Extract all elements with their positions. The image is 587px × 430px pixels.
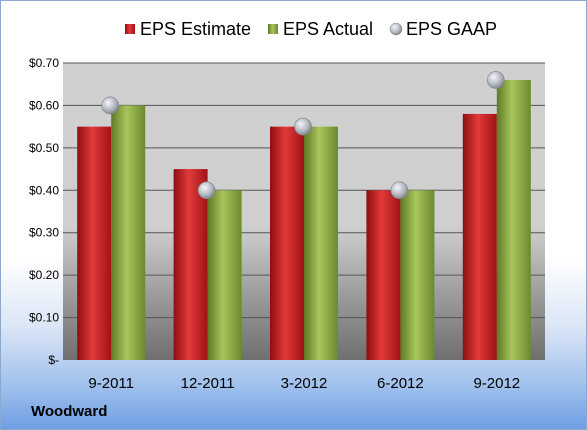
y-axis: $- $0.10 $0.20 $0.30 $0.40 $0.50 $0.60 $0.70 [29,56,59,367]
y-tick-label: $0.30 [29,226,59,240]
bar-eps-estimate [366,190,401,360]
legend-gaap-label: EPS GAAP [406,19,497,39]
marker-eps-gaap [390,181,409,200]
y-tick-label: $0.60 [29,98,59,112]
legend-actual-swatch [268,24,278,34]
legend-gaap-swatch [389,22,403,36]
y-tick-label: $0.50 [29,141,59,155]
x-tick-label: 9-2011 [88,375,134,392]
x-tick-label: 9-2012 [473,375,520,392]
bar-eps-estimate [77,126,112,361]
bar-eps-actual [304,126,338,361]
y-tick-label: $- [48,353,59,367]
marker-eps-gaap [294,117,312,136]
y-tick-label: $0.40 [29,183,59,197]
bar-eps-estimate [173,169,208,360]
bar-eps-actual [207,190,242,360]
x-axis: 9-2011 12-2011 3-2012 6-2012 9-2012 [88,375,520,392]
x-tick-label: 3-2012 [281,375,328,392]
marker-eps-gaap [486,71,505,89]
bar-eps-actual [111,105,146,360]
y-tick-label: $0.10 [29,311,59,325]
marker-eps-gaap [101,96,119,115]
marker-eps-gaap [197,181,216,200]
company-label: Woodward [31,403,108,420]
legend-estimate-swatch [125,24,135,34]
y-tick-label: $0.70 [29,56,59,70]
legend-actual-label: EPS Actual [283,19,373,39]
x-tick-label: 6-2012 [377,375,424,392]
y-tick-label: $0.20 [29,268,59,282]
gaap-markers [101,71,505,200]
bar-eps-actual [400,190,435,360]
bar-eps-estimate [270,126,304,361]
legend: EPS Estimate EPS Actual EPS GAAP [125,19,497,39]
bar-series [77,79,531,361]
legend-estimate-label: EPS Estimate [140,19,251,39]
bar-eps-actual [496,79,531,360]
x-tick-label: 12-2011 [181,375,235,392]
bar-eps-estimate [462,113,497,361]
